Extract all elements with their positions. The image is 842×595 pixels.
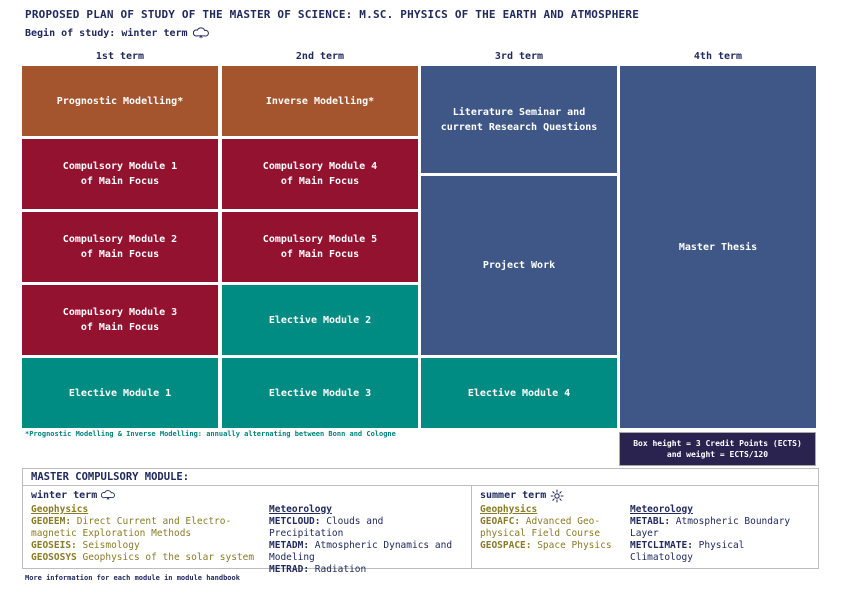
ects-legend-box: Box height = 3 Credit Points (ECTS) and … [619, 432, 816, 466]
winter-term-section: winter term * Geophysics GEOEEM: Direct … [23, 486, 471, 575]
module-entry-metrad: METRAD: Radiation [269, 564, 367, 575]
term-header-4: 4th term [693, 51, 743, 62]
winter-term-row: winter term * [31, 488, 463, 503]
module-box-compulsory-1: Compulsory Module 1 of Main Focus [22, 139, 218, 209]
winter-meteorology-column: Meteorology METCLOUD: Clouds and Precipi… [269, 504, 463, 576]
module-entry-geoeem: GEOEEM: Direct Current and Electro- magn… [31, 516, 232, 539]
module-entry-geospace: GEOSPACE: Space Physics [480, 540, 612, 551]
module-box-project-work: Project Work [421, 176, 617, 355]
module-box-elective-2: Elective Module 2 [222, 285, 418, 355]
summer-meteorology-column: Meteorology METABL: Atmospheric Boundary… [630, 504, 810, 564]
summer-term-row: summer term [480, 488, 810, 503]
module-entry-metcloud: METCLOUD: Clouds and Precipitation [269, 516, 384, 539]
module-box-prognostic-modelling: Prognostic Modelling* [22, 66, 218, 136]
panel-header: MASTER COMPULSORY MODULE: [23, 469, 818, 486]
summer-geophysics-column: Geophysics GEOAFC: Advanced Geo- physica… [480, 504, 630, 564]
svg-text:*: * [106, 495, 110, 502]
study-plan-grid: Prognostic Modelling* Compulsory Module … [22, 66, 816, 466]
module-entry-geososys: GEOSOSYS Geophysics of the solar system [31, 552, 255, 563]
module-entry-metclimate: METCLIMATE: Physical Climatology [630, 540, 745, 563]
begin-of-study-label: Begin of study: winter term [25, 28, 188, 39]
snow-cloud-icon: * [192, 26, 209, 41]
module-box-compulsory-5: Compulsory Module 5 of Main Focus [222, 212, 418, 282]
module-box-inverse-modelling: Inverse Modelling* [222, 66, 418, 136]
meteorology-heading: Meteorology [269, 504, 332, 515]
geophysics-heading: Geophysics [31, 504, 89, 515]
module-box-compulsory-2: Compulsory Module 2 of Main Focus [22, 212, 218, 282]
begin-of-study-row: Begin of study: winter term * [25, 26, 209, 41]
winter-term-label: winter term [31, 490, 98, 501]
modelling-footnote: *Prognostic Modelling & Inverse Modellin… [25, 430, 396, 438]
term-header-3: 3rd term [494, 51, 544, 62]
module-box-elective-1: Elective Module 1 [22, 358, 218, 428]
meteorology-heading: Meteorology [630, 504, 693, 515]
panel-body: winter term * Geophysics GEOEEM: Direct … [23, 486, 818, 575]
module-box-elective-3: Elective Module 3 [222, 358, 418, 428]
module-entry-geoafc: GEOAFC: Advanced Geo- physical Field Cou… [480, 516, 601, 539]
module-entry-metadm: METADM: Atmospheric Dynamics and Modelin… [269, 540, 453, 563]
module-box-literature-seminar: Literature Seminar and current Research … [421, 66, 617, 173]
term-header-1: 1st term [95, 51, 145, 62]
winter-geophysics-column: Geophysics GEOEEM: Direct Current and El… [31, 504, 269, 576]
module-box-compulsory-3: Compulsory Module 3 of Main Focus [22, 285, 218, 355]
module-entry-geoseis: GEOSEIS: Seismology [31, 540, 140, 551]
module-entry-metabl: METABL: Atmospheric Boundary Layer [630, 516, 791, 539]
summer-term-label: summer term [480, 490, 547, 501]
snow-cloud-icon: * [101, 489, 116, 502]
page-title: PROPOSED PLAN OF STUDY OF THE MASTER OF … [25, 8, 640, 21]
svg-text:*: * [198, 33, 202, 41]
sun-icon [550, 489, 564, 503]
geophysics-heading: Geophysics [480, 504, 538, 515]
more-info-note: More information for each module in modu… [25, 574, 240, 582]
summer-term-section: summer term [471, 486, 818, 568]
module-box-elective-4: Elective Module 4 [421, 358, 617, 428]
master-compulsory-module-panel: MASTER COMPULSORY MODULE: winter term * … [22, 468, 819, 575]
term-header-2: 2nd term [295, 51, 345, 62]
module-box-master-thesis: Master Thesis [620, 66, 816, 428]
module-box-compulsory-4: Compulsory Module 4 of Main Focus [222, 139, 418, 209]
